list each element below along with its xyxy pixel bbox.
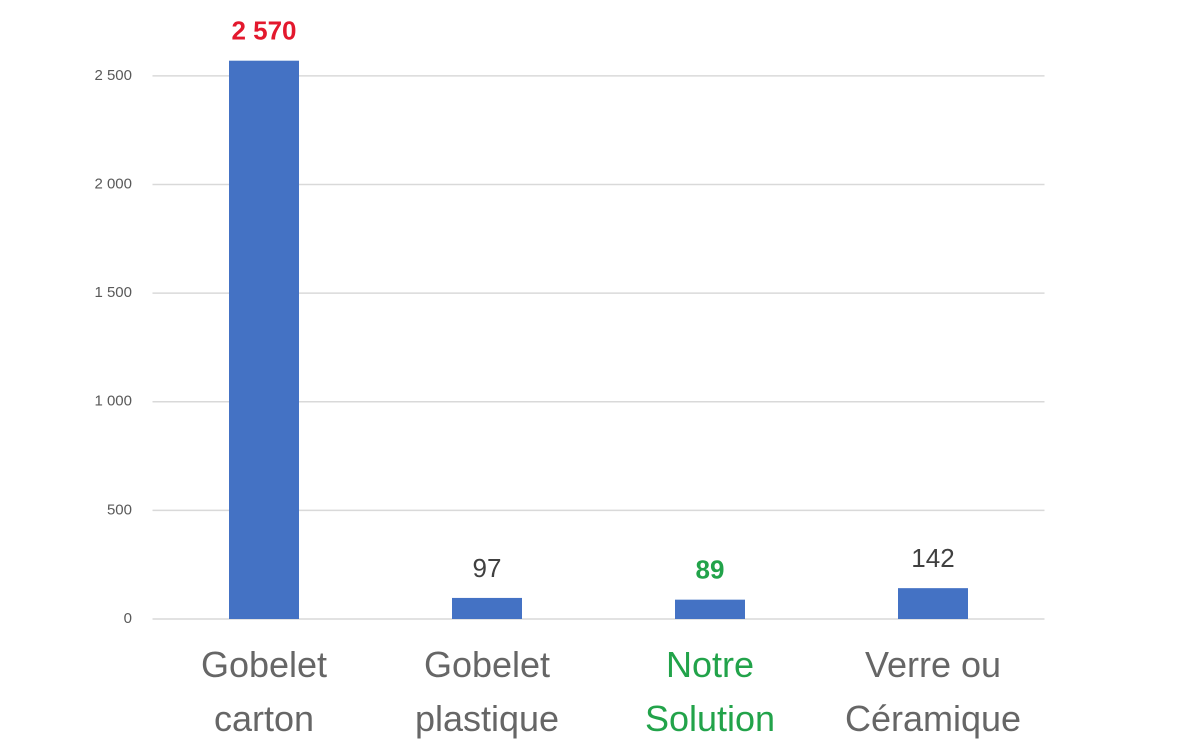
value-label: 89 xyxy=(696,555,725,585)
bar xyxy=(675,599,745,619)
x-tick-label: Gobelet plastique xyxy=(414,644,560,739)
y-tick-label: 1 500 xyxy=(94,284,132,301)
y-tick-label: 1 000 xyxy=(94,393,132,410)
x-tick-label: Notre Solution xyxy=(644,644,776,739)
y-tick-label: 0 xyxy=(124,610,132,627)
bar xyxy=(229,60,299,620)
bar xyxy=(898,588,968,619)
value-label: 142 xyxy=(911,543,954,573)
x-tick-label: Gobelet carton xyxy=(200,644,328,739)
x-tick-label: Verre ou Céramique xyxy=(844,644,1022,739)
y-tick-label: 2 000 xyxy=(94,175,132,192)
bar xyxy=(452,597,522,619)
value-label: 2 570 xyxy=(231,16,296,46)
y-tick-label: 2 500 xyxy=(94,67,132,84)
value-label: 97 xyxy=(473,553,502,583)
y-tick-label: 500 xyxy=(107,501,132,518)
